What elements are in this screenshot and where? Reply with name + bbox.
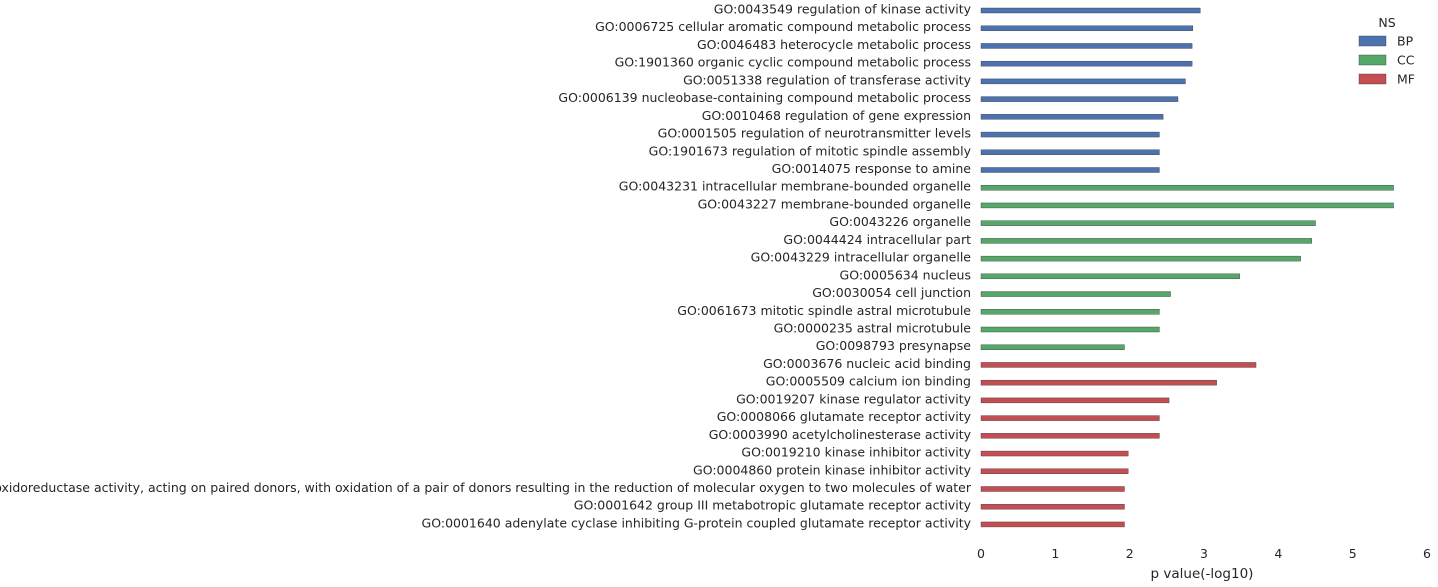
bar-bp: [980, 131, 1160, 138]
category-label: GO:0043226 organelle: [829, 214, 971, 229]
legend-label-mf: MF: [1397, 72, 1415, 87]
bar-cc: [980, 238, 1312, 244]
bar-mf: [980, 486, 1125, 492]
legend-swatch-mf: [1358, 73, 1387, 85]
bar-bp: [980, 96, 1179, 102]
legend-title: NS: [1378, 15, 1395, 30]
category-label: GO:0030054 cell junction: [812, 285, 971, 300]
bar-mf: [980, 433, 1160, 439]
bar-cc: [980, 220, 1316, 226]
legend: NS BP CC MF: [1358, 15, 1415, 87]
category-label: GO:0043227 membrane-bounded organelle: [698, 196, 972, 211]
category-label: GO:0043229 intracellular organelle: [751, 250, 972, 265]
bars-layer: [980, 7, 1394, 528]
category-label: GO:0019207 kinase regulator activity: [736, 391, 972, 406]
x-tick-label: 6: [1423, 546, 1431, 561]
x-axis-title: p value(-log10): [1151, 566, 1254, 582]
bar-cc: [980, 185, 1394, 191]
category-label: GO:0061673 mitotic spindle astral microt…: [677, 303, 971, 318]
legend-swatch-bp: [1358, 35, 1387, 47]
category-label: GO:0000235 astral microtubule: [774, 320, 972, 335]
bar-mf: [980, 468, 1129, 474]
bar-mf: [980, 415, 1160, 421]
bar-bp: [980, 167, 1160, 173]
bar-bp: [980, 43, 1193, 49]
bar-mf: [980, 450, 1129, 457]
bar-cc: [980, 202, 1394, 209]
x-axis-ticks: 0 1 2 3 4 5 6: [977, 546, 1431, 561]
category-label: GO:0010468 regulation of gene expression: [702, 108, 971, 123]
legend-label-bp: BP: [1397, 34, 1414, 49]
category-label: GO:0005634 nucleus: [840, 267, 971, 282]
category-label: GO:0006139 nucleobase-containing compoun…: [558, 90, 971, 105]
x-tick-label: 3: [1200, 546, 1208, 561]
bar-cc: [980, 344, 1125, 350]
bar-mf: [980, 362, 1257, 368]
legend-swatch-cc: [1358, 54, 1387, 66]
category-label: GO:0003990 acetylcholinesterase activity: [709, 427, 972, 442]
category-labels: GO:0043549 regulation of kinase activity…: [0, 2, 972, 531]
bar-cc: [980, 291, 1171, 297]
category-label: GO:0019210 kinase inhibitor activity: [741, 445, 971, 460]
category-label: GO:0051338 regulation of transferase act…: [683, 72, 972, 87]
category-label: GO:0001505 regulation of neurotransmitte…: [658, 126, 971, 141]
bar-mf: [980, 521, 1125, 528]
bar-bp: [980, 25, 1194, 31]
category-label: GO:0043549 regulation of kinase activity: [714, 2, 972, 17]
category-label: GO:0008066 glutamate receptor activity: [717, 409, 972, 424]
bar-mf: [980, 397, 1170, 404]
x-tick-label: 4: [1274, 546, 1282, 561]
bar-cc: [980, 326, 1160, 333]
bar-cc: [980, 309, 1160, 315]
legend-label-cc: CC: [1397, 53, 1415, 68]
category-label: GO:1901673 regulation of mitotic spindle…: [649, 143, 972, 158]
category-label: GO:0004860 protein kinase inhibitor acti…: [693, 462, 972, 477]
bar-bp: [980, 7, 1201, 14]
category-label: GO:0014075 response to amine: [772, 161, 972, 176]
category-label: GO:0001642 group III metabotropic glutam…: [574, 498, 972, 513]
category-label: GO:0044424 intracellular part: [783, 232, 971, 247]
category-label: GO:1901360 organic cyclic compound metab…: [615, 55, 971, 70]
category-label: GO:0001640 adenylate cyclase inhibiting …: [422, 515, 972, 530]
x-tick-label: 5: [1349, 546, 1357, 561]
x-tick-label: 2: [1126, 546, 1134, 561]
bar-mf: [980, 379, 1217, 386]
category-label: GO:0016717 oxidoreductase activity, acti…: [0, 480, 972, 495]
x-tick-label: 1: [1051, 546, 1059, 561]
category-label: GO:0046483 heterocycle metabolic process: [697, 37, 971, 52]
x-tick-label: 0: [977, 546, 985, 561]
category-label: GO:0006725 cellular aromatic compound me…: [595, 19, 971, 34]
bar-cc: [980, 255, 1301, 262]
bar-bp: [980, 149, 1160, 155]
bar-mf: [980, 504, 1125, 510]
bar-bp: [980, 60, 1193, 67]
bar-cc: [980, 273, 1240, 280]
category-label: GO:0005509 calcium ion binding: [766, 374, 971, 389]
bar-bp: [980, 114, 1164, 120]
category-label: GO:0003676 nucleic acid binding: [763, 356, 971, 371]
bar-bp: [980, 78, 1186, 85]
category-label: GO:0098793 presynapse: [816, 338, 972, 353]
category-label: GO:0043231 intracellular membrane-bounde…: [619, 179, 972, 194]
